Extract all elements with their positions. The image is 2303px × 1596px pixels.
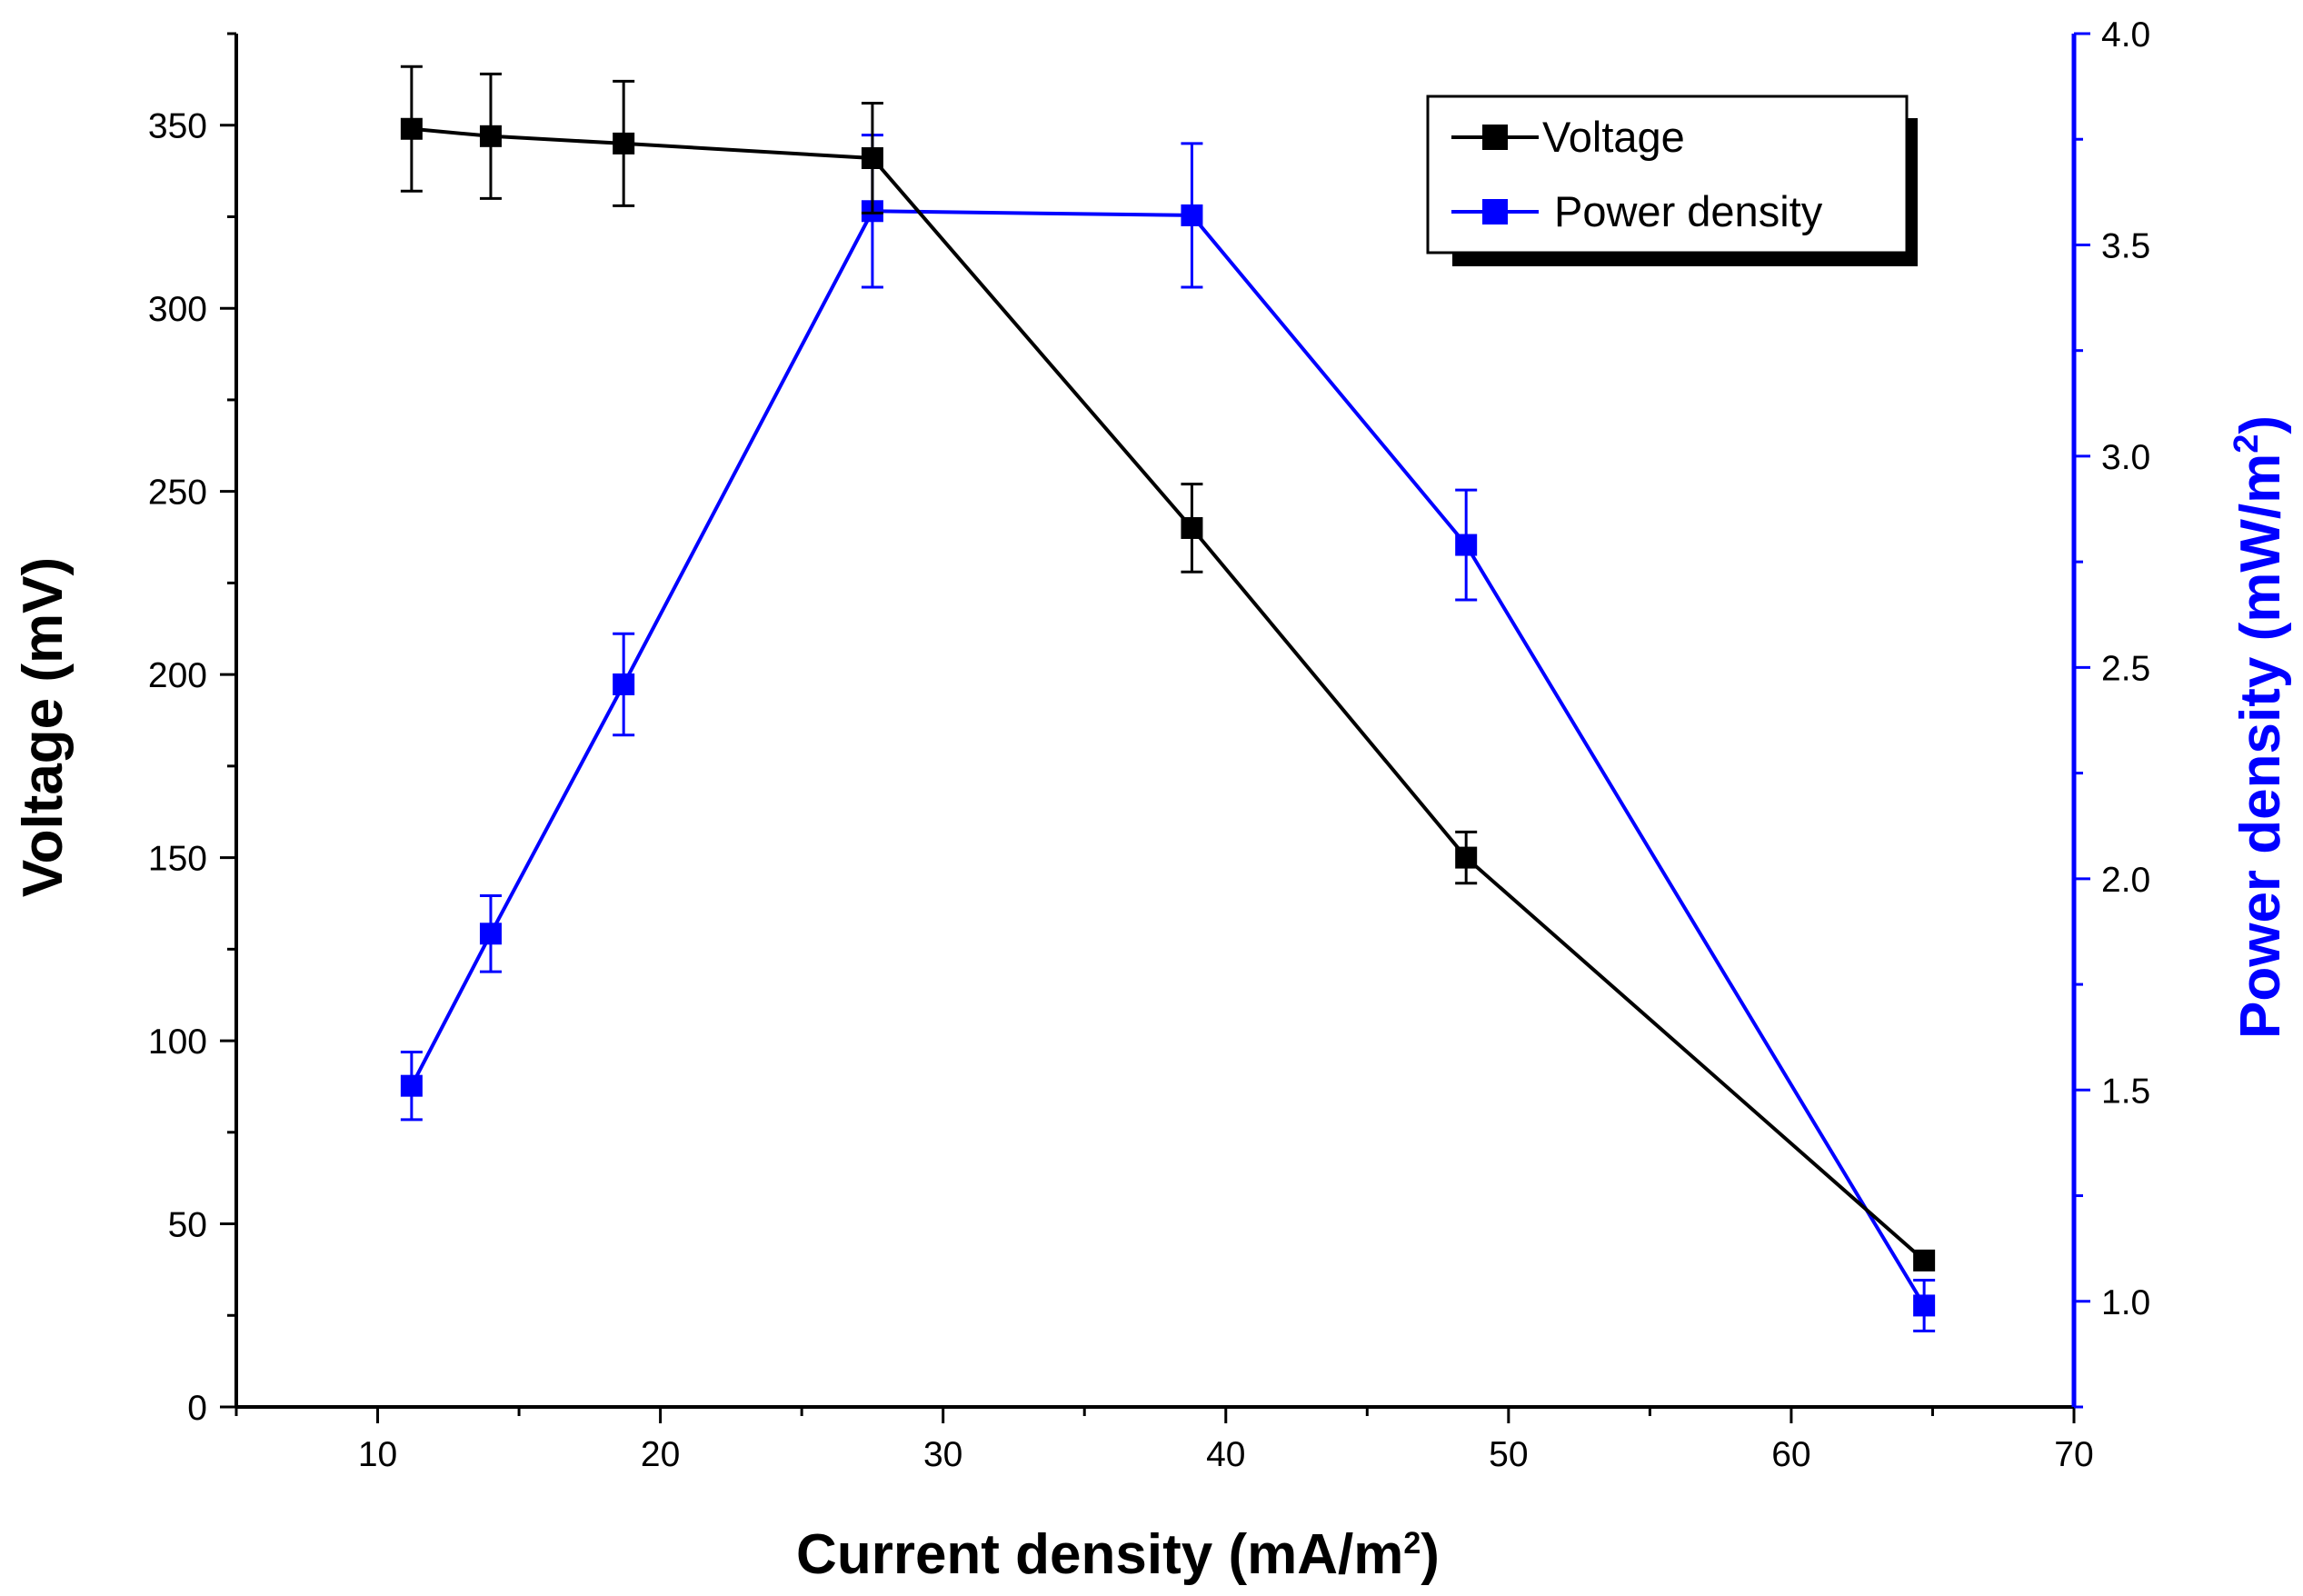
legend-box	[1426, 95, 1909, 254]
y2-tick-label: 2.0	[2101, 861, 2150, 900]
data-point-voltage	[479, 125, 502, 147]
x-tick-label: 30	[923, 1435, 962, 1474]
y2-axis-title-text: Power density (mW/m	[2229, 454, 2292, 1039]
y2-tick-label: 1.0	[2101, 1283, 2150, 1322]
y2-tick-label: 3.0	[2101, 438, 2150, 477]
data-point-voltage	[1913, 1249, 1936, 1272]
legend-label-voltage: Voltage	[1542, 113, 1685, 161]
data-point-voltage	[613, 132, 635, 155]
data-point-voltage	[1455, 846, 1478, 869]
y-tick-label: 300	[148, 290, 207, 329]
data-point-power	[1181, 204, 1203, 226]
y2-axis-title-sup: 2	[2228, 434, 2266, 454]
x-tick-label: 40	[1206, 1435, 1245, 1474]
y-tick-label: 50	[168, 1206, 207, 1245]
y-tick-label: 0	[187, 1389, 207, 1428]
data-point-power	[400, 1074, 423, 1097]
x-tick-label: 70	[2054, 1435, 2093, 1474]
y2-tick-label: 1.5	[2101, 1072, 2150, 1111]
x-axis-title-end: )	[1421, 1523, 1440, 1586]
y-axis-title-text: Voltage (mV)	[12, 557, 75, 897]
data-point-voltage	[400, 117, 423, 140]
legend: Voltage Power density	[1426, 95, 1918, 266]
data-point-voltage	[1181, 516, 1203, 539]
y2-axis-title: Power density (mW/m2)	[2228, 415, 2292, 1039]
y2-tick-label: 4.0	[2101, 15, 2150, 55]
legend-marker-voltage	[1482, 125, 1508, 150]
data-point-power	[1455, 534, 1478, 556]
y2-tick-label: 3.5	[2101, 226, 2150, 265]
y-tick-label: 200	[148, 656, 207, 695]
y-tick-label: 250	[148, 474, 207, 513]
data-point-power	[1913, 1294, 1936, 1317]
axes: 10 20 30 40 50 60 70 0 50 100 150 200 250 300 350 1.0 1.…	[148, 15, 2150, 1474]
legend-marker-power	[1482, 199, 1508, 224]
legend-label-power: Power density	[1554, 187, 1823, 235]
x-tick-label: 10	[358, 1435, 397, 1474]
x-axis-title: Current density (mA/m2)	[796, 1523, 1440, 1586]
data-point-voltage	[861, 146, 883, 169]
y-tick-label: 150	[148, 840, 207, 879]
y-tick-label: 100	[148, 1022, 207, 1062]
y-axis-title: Voltage (mV)	[12, 557, 75, 897]
data-point-power	[613, 673, 635, 695]
data-point-power	[479, 923, 502, 945]
x-tick-label: 50	[1489, 1435, 1528, 1474]
x-axis-title-text: Current density (mA/m	[796, 1523, 1403, 1586]
x-tick-label: 60	[1771, 1435, 1810, 1474]
y2-axis-title-end: )	[2229, 415, 2292, 434]
x-axis-title-sup: 2	[1403, 1526, 1421, 1561]
x-tick-label: 20	[641, 1435, 680, 1474]
y2-tick-label: 2.5	[2101, 649, 2150, 688]
y-tick-label: 350	[148, 107, 207, 146]
plot-area	[400, 65, 1936, 1332]
